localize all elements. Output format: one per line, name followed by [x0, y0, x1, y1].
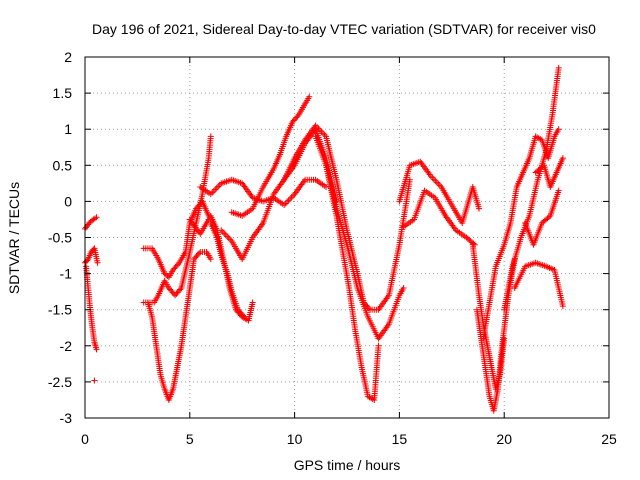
series-trace-u [501, 64, 562, 313]
data-point [195, 202, 202, 209]
data-point [194, 251, 201, 258]
y-tick-label: 1.5 [53, 85, 73, 101]
series-trace-t [480, 126, 562, 342]
data-point [173, 262, 180, 269]
series-trace-j [197, 176, 330, 209]
y-tick-label: -2.5 [48, 374, 72, 390]
data-point [207, 256, 214, 263]
data-point [194, 204, 201, 211]
data-point [169, 289, 176, 296]
series-trace-o [323, 162, 407, 342]
series-trace-d [91, 377, 98, 384]
data-point [238, 311, 245, 318]
data-point [207, 133, 214, 140]
data-point [196, 201, 203, 208]
data-point [555, 187, 562, 194]
data-point [171, 265, 178, 272]
data-point [91, 377, 98, 384]
y-tick-label: -2 [60, 338, 73, 354]
x-tick-label: 10 [287, 431, 303, 447]
data-point [375, 342, 382, 349]
data-point [190, 256, 197, 263]
data-point [170, 266, 177, 273]
y-tick-label: -3 [60, 410, 73, 426]
data-point [174, 289, 181, 296]
data-point [167, 286, 174, 293]
x-tick-label: 25 [601, 431, 617, 447]
x-tick-label: 0 [81, 431, 89, 447]
data-point [172, 264, 179, 271]
series-trace-x [532, 155, 566, 190]
data-point [292, 116, 299, 123]
x-tick-label: 15 [392, 431, 408, 447]
data-point [555, 64, 562, 71]
tick-labels: -3-2.5-2-1.5-1-0.500.511.520 5 10 15 20 25 [48, 49, 617, 447]
series-trace-w [522, 187, 562, 248]
y-tick-label: 1 [64, 121, 72, 137]
data-point [241, 313, 248, 320]
series-trace-r [469, 241, 508, 393]
data-point [196, 250, 203, 257]
data-point [235, 306, 242, 313]
series-trace-p [396, 158, 483, 227]
y-tick-label: -1 [60, 266, 73, 282]
data-point [290, 117, 297, 124]
series-trace-g [144, 248, 214, 403]
data-point [94, 259, 101, 266]
data-point [240, 312, 247, 319]
y-tick-label: 2 [64, 49, 72, 65]
data-point [168, 287, 175, 294]
series-trace-s [473, 256, 518, 414]
axis-ticks [84, 56, 610, 419]
x-axis-label: GPS time / hours [294, 457, 401, 473]
y-tick-label: 0.5 [53, 157, 73, 173]
series-trace-q [400, 187, 478, 248]
data-point [237, 309, 244, 316]
series-trace-f [140, 198, 212, 281]
series-trace-l [228, 93, 313, 219]
data-point [165, 285, 172, 292]
chart-title: Day 196 of 2021, Sidereal Day-to-day VTE… [92, 21, 596, 37]
data-point [476, 205, 483, 212]
data-point [323, 183, 330, 190]
data-point [559, 303, 566, 310]
data-point [545, 214, 552, 221]
data-series [82, 64, 566, 414]
data-point [501, 335, 508, 342]
data-point [294, 113, 301, 120]
data-point [172, 292, 179, 299]
y-tick-label: 0 [64, 193, 72, 209]
data-point [175, 261, 182, 268]
data-point [175, 287, 182, 294]
data-point [249, 299, 256, 306]
data-point [93, 214, 100, 221]
y-axis-label: SDTVAR / TECUs [6, 182, 22, 294]
data-point [193, 253, 200, 260]
data-point [400, 285, 407, 292]
data-point [192, 254, 199, 261]
series-trace-v [511, 259, 566, 310]
data-point [306, 93, 313, 100]
data-point [177, 286, 184, 293]
y-tick-label: -1.5 [48, 302, 72, 318]
x-tick-label: 5 [186, 431, 194, 447]
series-trace-i [207, 220, 248, 320]
data-point [293, 114, 300, 121]
data-point [236, 308, 243, 315]
data-point [559, 155, 566, 162]
data-point [555, 126, 562, 133]
y-tick-label: -0.5 [48, 230, 72, 246]
data-point [289, 118, 296, 125]
data-point [193, 205, 200, 212]
data-point [93, 346, 100, 353]
x-tick-label: 20 [496, 431, 512, 447]
data-point [173, 290, 180, 297]
